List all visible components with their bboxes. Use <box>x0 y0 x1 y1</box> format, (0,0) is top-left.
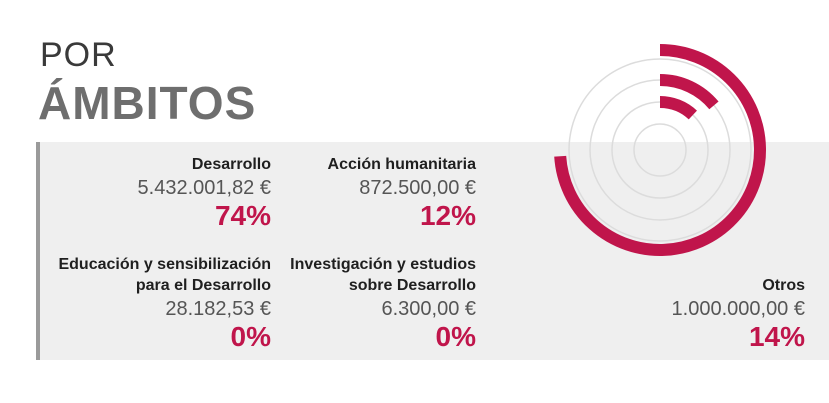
ring-bar-desarrollo <box>554 44 766 256</box>
item-desarrollo: Desarrollo 5.432.001,82 € 74% <box>138 154 271 231</box>
item-percent: 0% <box>230 321 271 352</box>
item-amount: 28.182,53 € <box>165 298 271 320</box>
item-percent: 74% <box>214 200 271 231</box>
item-amount: 1.000.000,00 € <box>671 298 805 320</box>
item-label-line-2: para el Desarrollo <box>135 277 271 294</box>
ring-bar-otros <box>659 74 719 110</box>
item-percent: 12% <box>419 200 476 231</box>
panel-accent-bar <box>36 142 40 360</box>
item-otros: Otros 1.000.000,00 € 14% <box>672 275 805 352</box>
item-investigacion: Investigación y estudios sobre Desarroll… <box>290 254 476 352</box>
item-percent: 14% <box>748 321 805 352</box>
item-educacion: Educación y sensibilización para el Desa… <box>58 254 271 352</box>
ring-bar-acci-n-humanitaria <box>659 96 697 120</box>
item-accion-humanitaria: Acción humanitaria 872.500,00 € 12% <box>328 154 476 231</box>
guide-ring-1 <box>633 123 687 177</box>
guide-ring-4 <box>568 58 752 242</box>
item-label-line-1: Investigación y estudios <box>290 256 476 273</box>
title-line-1: POR <box>40 36 117 74</box>
item-label: Otros <box>762 277 805 294</box>
title-line-2: ÁMBITOS <box>38 77 257 129</box>
data-panel <box>36 142 829 360</box>
item-amount: 5.432.001,82 € <box>137 177 271 199</box>
radial-bar-chart <box>554 44 766 256</box>
item-label: Acción humanitaria <box>327 156 476 173</box>
item-label-line-1: Educación y sensibilización <box>58 256 271 273</box>
item-amount: 6.300,00 € <box>381 298 476 320</box>
item-amount: 872.500,00 € <box>359 177 476 199</box>
item-label-line-2: sobre Desarrollo <box>348 277 476 294</box>
item-percent: 0% <box>435 321 476 352</box>
guide-ring-2 <box>611 101 709 199</box>
item-label: Desarrollo <box>191 156 271 173</box>
